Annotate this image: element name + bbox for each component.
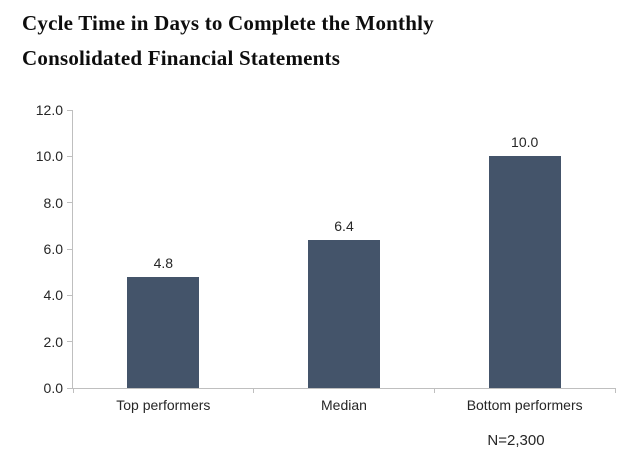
y-axis-tick [67, 155, 73, 157]
y-axis-label: 8.0 [43, 194, 63, 211]
y-axis-tick [67, 294, 73, 296]
bar-median [308, 239, 380, 388]
y-axis-label: 0.0 [43, 380, 63, 396]
data-label: 6.4 [334, 217, 354, 234]
y-axis-tick [67, 202, 73, 204]
x-axis-tick [614, 388, 616, 393]
data-label: 4.8 [153, 254, 174, 271]
y-axis-tick [67, 248, 73, 250]
category-label: Median [321, 397, 367, 413]
category-label: Bottom performers [466, 397, 583, 413]
chart-title-line2: Consolidated Financial Statements [22, 46, 341, 70]
y-axis-label: 6.0 [43, 241, 63, 257]
plot-area: 0.0 2.0 4.0 6.0 8.0 10.0 12.0 4.8 Top performers… [36, 102, 616, 413]
data-label: 10.0 [511, 134, 539, 151]
x-axis-tick [72, 388, 74, 393]
chart-title: Cycle Time in Days to Complete the Month… [22, 6, 434, 76]
x-axis-tick [433, 388, 435, 393]
y-axis-label: 12.0 [35, 102, 63, 118]
y-axis-tick [67, 341, 73, 343]
y-axis-label: 4.0 [43, 287, 63, 304]
x-axis-tick [253, 388, 255, 393]
y-axis-label: 10.0 [35, 148, 63, 165]
y-axis-label: 2.0 [43, 333, 63, 350]
bar-bottom-performers [488, 156, 561, 388]
sample-size-note: N=2,300 [487, 432, 545, 449]
bar-top-performers [127, 276, 200, 388]
y-axis-tick [67, 387, 73, 389]
chart-title-line1: Cycle Time in Days to Complete the Month… [22, 11, 434, 35]
category-label: Top performers [116, 397, 211, 413]
y-axis-tick [67, 109, 73, 111]
